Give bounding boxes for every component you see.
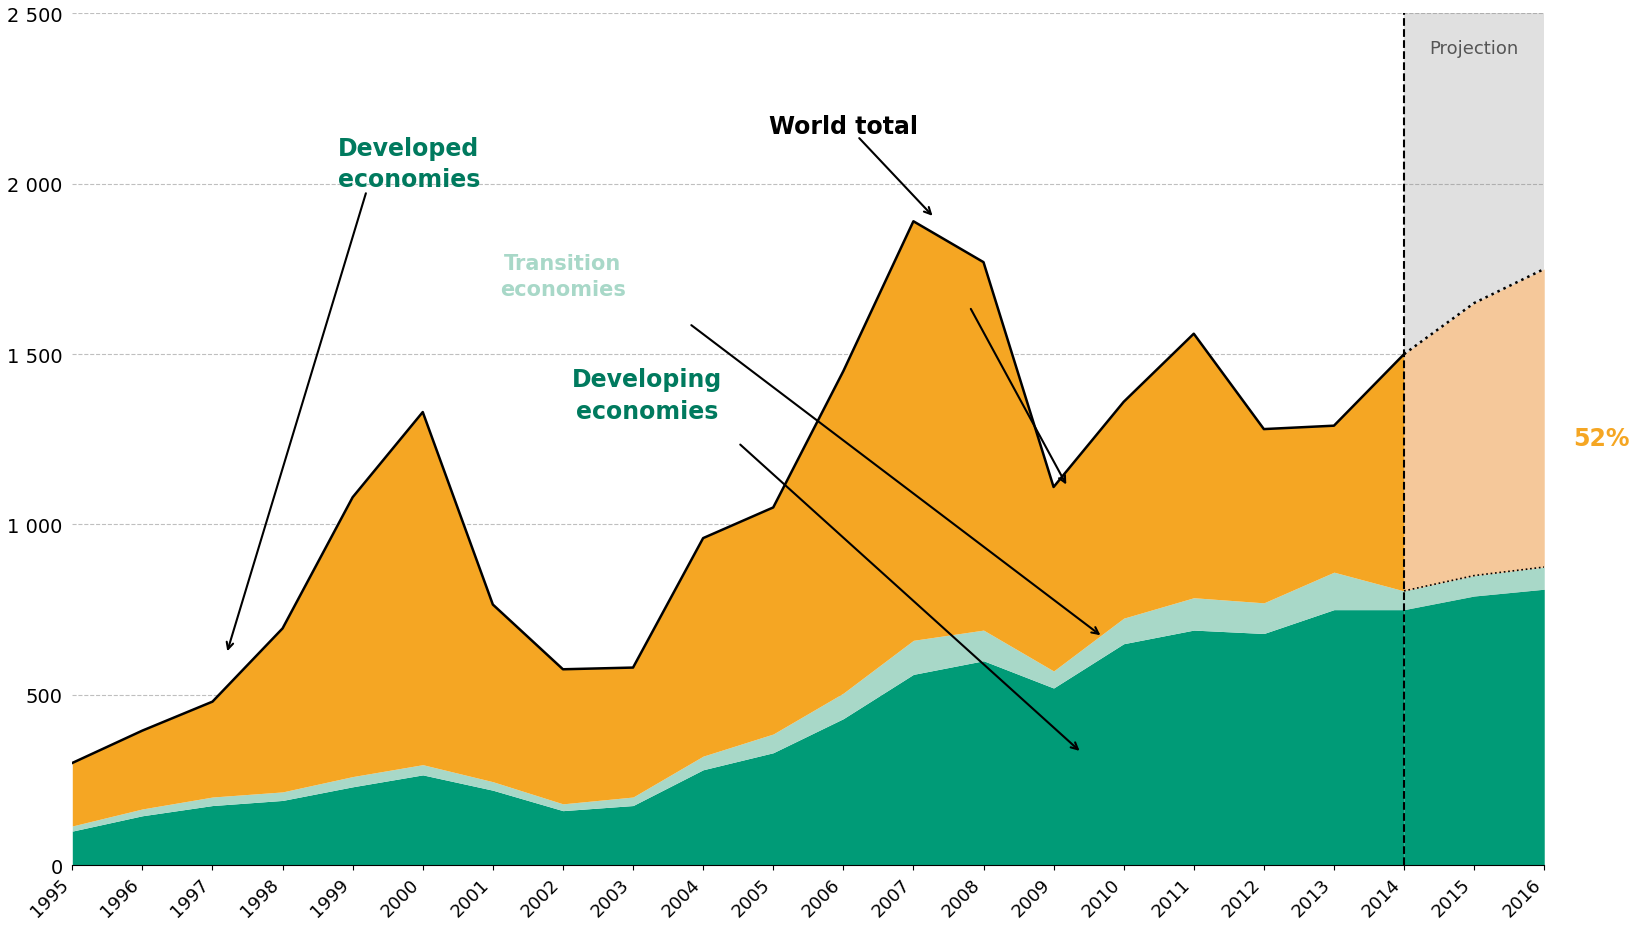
Text: Developing
economies: Developing economies xyxy=(571,368,721,424)
Text: 52%: 52% xyxy=(1573,427,1629,451)
Text: Transition
economies: Transition economies xyxy=(499,253,625,299)
Text: World total: World total xyxy=(769,115,917,139)
Text: Projection: Projection xyxy=(1428,40,1518,57)
Bar xyxy=(1404,15,1544,865)
Text: Developed
economies: Developed economies xyxy=(338,136,480,192)
